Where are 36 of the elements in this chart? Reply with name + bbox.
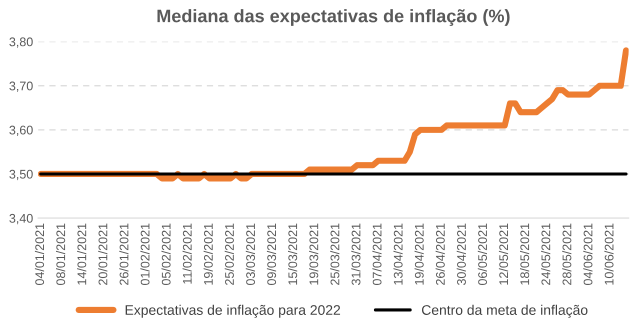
x-tick-label: 19/04/2021 [414,224,424,285]
x-tick-label: 26/01/2021 [119,224,128,285]
y-tick-label: 3,70 [9,82,33,92]
x-tick-label: 18/05/2021 [520,224,530,285]
x-tick-label: 11/02/2021 [182,224,192,284]
x-tick-label: 08/01/2021 [56,224,66,286]
x-tick-label: 06/05/2021 [478,224,488,286]
y-tick-label: 3,80 [9,37,33,48]
x-tick-label: 24/05/2021 [541,224,550,285]
x-tick-label: 26/04/2021 [436,224,445,285]
x-tick-label: 10/06/2021 [604,224,614,285]
legend-label: Expectativas de inflação para 2022 [126,304,340,318]
x-tick-label: 25/02/2021 [224,224,234,285]
x-tick-label: 04/06/2021 [583,224,592,286]
x-tick-label: 19/03/2021 [309,224,318,285]
x-tick-label: 25/03/2021 [330,224,340,285]
x-tick-label: 31/03/2021 [351,224,360,286]
y-tick-label: 3,60 [9,126,33,136]
x-tick-label: 13/04/2021 [393,224,403,285]
x-tick-label: 03/03/2021 [246,224,256,286]
x-tick-label: 07/04/2021 [372,224,382,286]
chart-title: Mediana das expectativas de inflação (%) [157,9,510,26]
x-tick-label: 01/02/2021 [140,224,150,286]
x-tick-label: 12/05/2021 [498,224,508,285]
x-tick-label: 28/05/2021 [562,224,572,285]
legend-label: Centro da meta de inflação [422,304,588,318]
y-tick-label: 3,40 [9,214,33,224]
x-tick-label: 09/03/2021 [266,224,276,286]
x-tick-label: 15/03/2021 [288,224,298,285]
x-tick-label: 04/01/2021 [34,224,44,286]
x-tick-label: 30/04/2021 [456,224,466,286]
y-tick-label: 3,50 [9,170,33,180]
x-tick-label: 05/02/2021 [161,224,171,286]
x-tick-label: 19/02/2021 [204,224,213,285]
x-tick-label: 14/01/2021 [77,224,86,285]
x-tick-label: 20/01/2021 [98,224,108,285]
